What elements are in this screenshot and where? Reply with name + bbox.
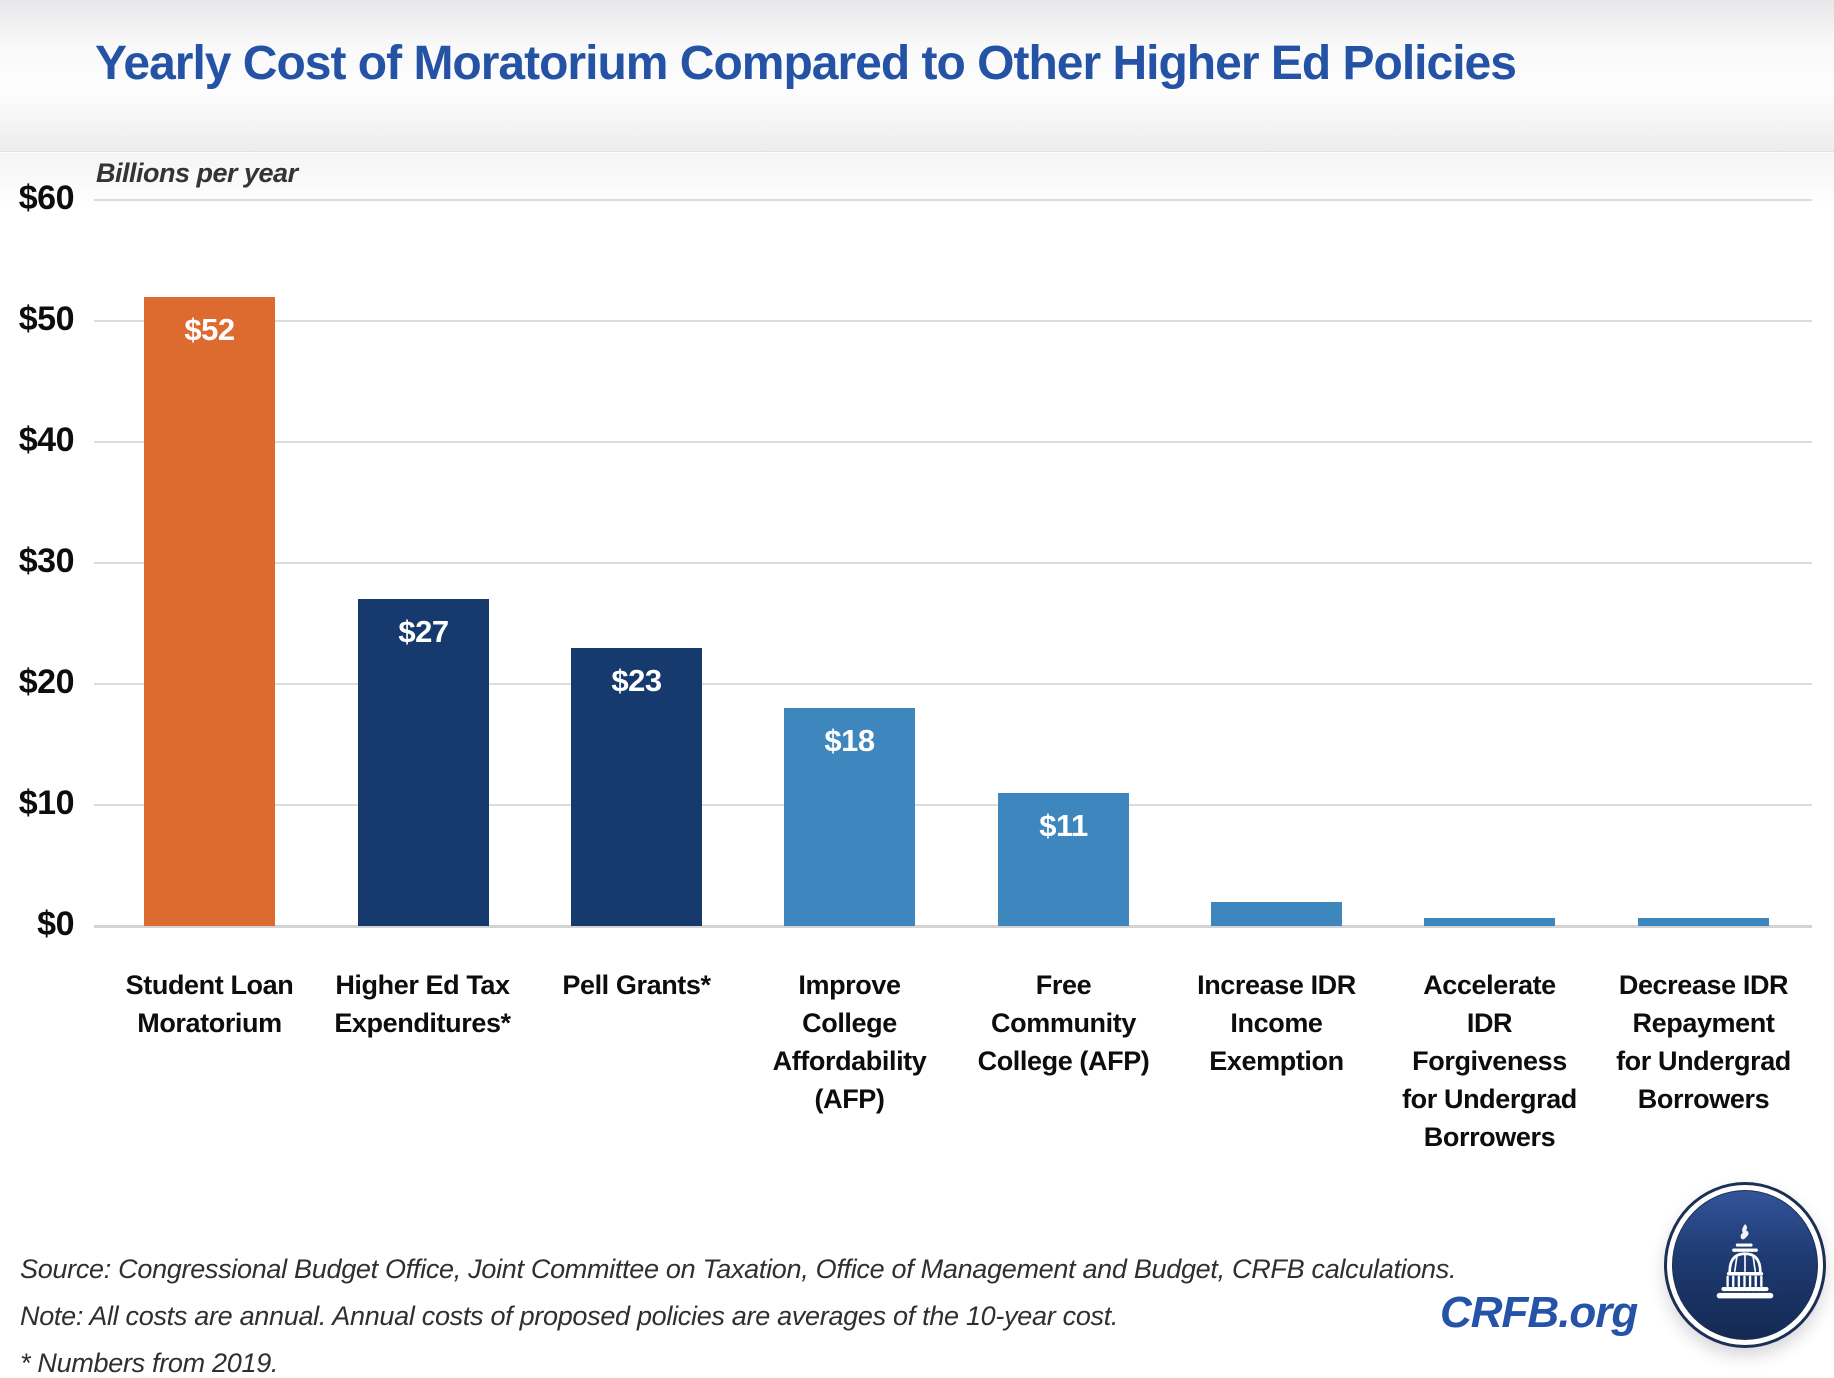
y-axis-title: Billions per year	[96, 158, 298, 188]
methodology-note: Note: All costs are annual. Annual costs…	[20, 1301, 1119, 1331]
bar-5: $11	[998, 793, 1129, 926]
x-category-label: Student Loan Moratorium	[125, 970, 294, 1038]
x-category-label: Improve College Affordability (AFP)	[772, 970, 927, 1114]
y-tick-label: $50	[18, 300, 75, 338]
y-tick-label: $0	[37, 905, 74, 943]
y-tick-label: $10	[18, 784, 75, 822]
x-category-label: Pell Grants*	[562, 970, 711, 1000]
y-tick-label: $60	[18, 179, 75, 217]
bar-value-label: $52	[184, 312, 235, 347]
header-fade-band	[0, 153, 1834, 208]
bar-6	[1211, 902, 1342, 926]
x-category-label: Decrease IDR Repayment for Undergrad Bor…	[1616, 970, 1791, 1114]
bar-value-label: $11	[1039, 808, 1088, 843]
footnotes: Source: Congressional Budget Office, Joi…	[20, 1246, 1456, 1378]
gridline	[94, 199, 1812, 201]
bar-value-label: $18	[824, 723, 875, 758]
x-category-label: Increase IDR Income Exemption	[1197, 970, 1356, 1076]
asterisk-note: * Numbers from 2019.	[20, 1348, 279, 1378]
x-category-label: Accelerate IDR Forgiveness for Undergrad…	[1402, 970, 1577, 1152]
gridline	[94, 441, 1812, 443]
crfb-wordmark: CRFB.org	[1440, 1288, 1638, 1337]
y-tick-label: $20	[18, 663, 75, 701]
bar-4: $18	[784, 708, 915, 926]
gridline	[94, 320, 1812, 322]
bar-value-label: $23	[611, 663, 662, 698]
x-category-label: Higher Ed Tax Expenditures*	[334, 970, 511, 1038]
bar-value-label: $27	[398, 614, 449, 649]
bar-8	[1638, 918, 1769, 926]
x-axis-line	[94, 925, 1812, 928]
crfb-logo	[1664, 1182, 1826, 1348]
gridline	[94, 683, 1812, 685]
bar-3: $23	[571, 648, 702, 926]
header-gradient-band	[0, 0, 1834, 152]
gridline	[94, 562, 1812, 564]
bar-2: $27	[358, 599, 489, 926]
bar-1: $52	[144, 297, 275, 926]
gridline	[94, 804, 1812, 806]
bar-7	[1424, 918, 1555, 926]
y-tick-label: $30	[18, 542, 75, 580]
y-tick-label: $40	[18, 421, 75, 459]
source-note: Source: Congressional Budget Office, Joi…	[20, 1254, 1457, 1284]
chart-title: Yearly Cost of Moratorium Compared to Ot…	[95, 37, 1517, 90]
x-category-label: Free Community College (AFP)	[977, 970, 1150, 1076]
crfb-logo-disc	[1672, 1190, 1818, 1340]
capitol-dome-icon	[1716, 1224, 1774, 1299]
